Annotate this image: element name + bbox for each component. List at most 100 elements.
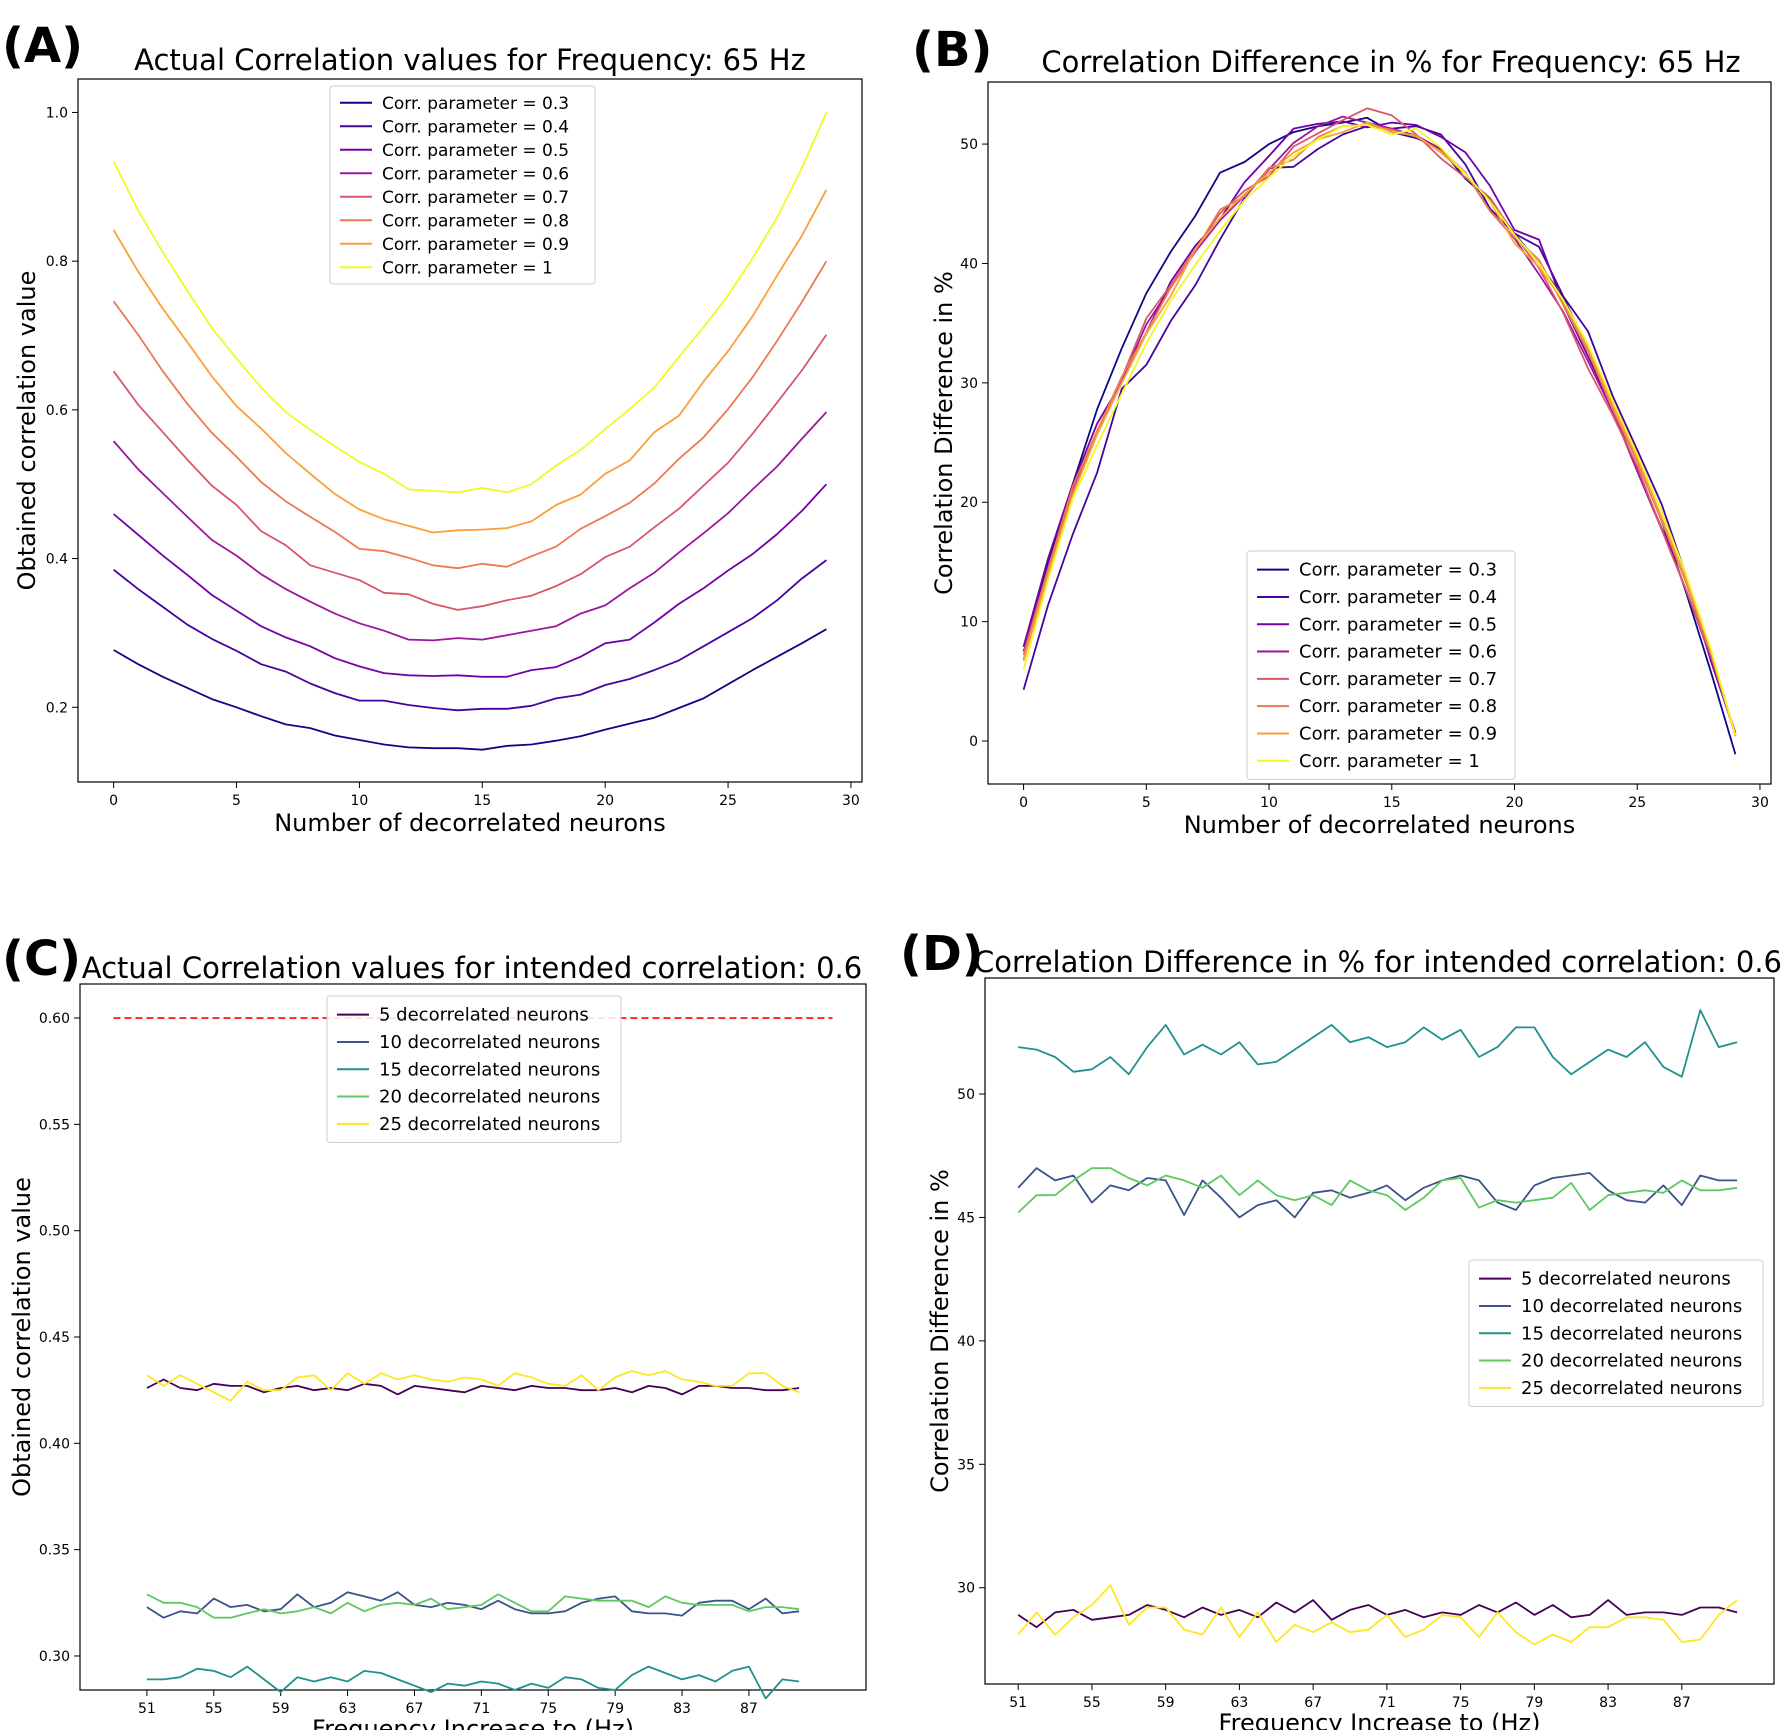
y-tick-label: 50 — [960, 137, 978, 153]
y-tick-label: 20 — [960, 495, 978, 511]
legend-entry: Corr. parameter = 0.8 — [382, 211, 569, 231]
y-tick-label: 40 — [960, 256, 978, 272]
legend-entry: Corr. parameter = 0.5 — [1299, 614, 1497, 635]
legend-box — [329, 85, 596, 285]
x-tick-label: 20 — [596, 793, 614, 809]
axes-frame — [77, 78, 863, 783]
legend-entry: 15 decorrelated neurons — [1521, 1323, 1742, 1344]
series-line-3 — [113, 483, 828, 678]
chart-title: Actual Correlation values for Frequency:… — [134, 43, 806, 77]
y-tick-label: 0.55 — [39, 1117, 70, 1133]
x-tick-label: 75 — [1452, 1695, 1470, 1711]
series-line-4 — [146, 1593, 800, 1619]
x-tick-label: 25 — [719, 793, 737, 809]
legend-entry: Corr. parameter = 0.8 — [1299, 696, 1497, 717]
x-tick-label: 20 — [1506, 795, 1524, 811]
series-line-5 — [112, 334, 828, 611]
legend-entry: Corr. parameter = 0.4 — [1299, 587, 1497, 608]
series-line-8 — [1022, 124, 1737, 736]
y-tick-label: 30 — [957, 1581, 975, 1597]
legend-entry: 25 decorrelated neurons — [1521, 1378, 1742, 1399]
y-tick-label: 40 — [957, 1334, 975, 1350]
y-axis-label: Obtained correlation value — [13, 271, 41, 591]
y-tick-label: 0.45 — [39, 1330, 70, 1346]
series-line-1 — [146, 1378, 800, 1396]
y-tick-label: 0.35 — [39, 1543, 70, 1559]
x-tick-label: 55 — [1083, 1695, 1101, 1711]
axes-frame — [984, 977, 1775, 1685]
x-tick-label: 5 — [232, 793, 241, 809]
x-tick-label: 10 — [1260, 795, 1278, 811]
chart-title: Correlation Difference in % for Frequenc… — [1041, 45, 1740, 79]
y-axis-label: Obtained correlation value — [8, 1177, 36, 1497]
y-tick-label: 50 — [957, 1087, 975, 1103]
x-tick-label: 30 — [842, 793, 860, 809]
y-tick-label: 0.2 — [46, 700, 68, 716]
legend-box — [326, 995, 622, 1143]
x-tick-label: 79 — [606, 1701, 624, 1717]
legend-entry: 15 decorrelated neurons — [379, 1059, 600, 1080]
y-tick-label: 0.6 — [46, 403, 68, 419]
legend-entry: Corr. parameter = 0.3 — [1299, 560, 1497, 581]
x-tick-label: 5 — [1142, 795, 1151, 811]
legend-entry: Corr. parameter = 0.5 — [382, 141, 569, 161]
legend: Corr. parameter = 0.3 Corr. parameter = 0… — [329, 85, 596, 285]
series-line-1 — [113, 628, 827, 751]
series-line-1 — [1017, 1599, 1738, 1629]
legend-entry: Corr. parameter = 0.7 — [1299, 669, 1497, 690]
x-tick-label: 30 — [1751, 795, 1769, 811]
x-tick-label: 79 — [1525, 1695, 1543, 1711]
legend-entry: 20 decorrelated neurons — [379, 1087, 600, 1108]
legend-entry: Corr. parameter = 0.4 — [382, 117, 569, 137]
x-axis-label: Frequency Increase to (Hz) — [1219, 1709, 1541, 1730]
y-tick-label: 0.60 — [39, 1011, 70, 1027]
legend-entry: 25 decorrelated neurons — [379, 1114, 600, 1135]
x-tick-label: 15 — [473, 793, 491, 809]
y-axis-label: Correlation Difference in % — [930, 271, 958, 595]
series-line-2 — [146, 1591, 800, 1619]
y-tick-label: 0 — [969, 734, 978, 750]
x-tick-label: 51 — [138, 1701, 156, 1717]
legend-entry: 10 decorrelated neurons — [1521, 1296, 1742, 1317]
y-axis-label: Correlation Difference in % — [926, 1169, 954, 1493]
legend-entry: Corr. parameter = 0.3 — [382, 94, 569, 114]
panel-label: (A) — [2, 18, 83, 74]
legend-entry: 10 decorrelated neurons — [379, 1032, 600, 1053]
y-tick-label: 10 — [960, 615, 978, 631]
x-tick-label: 63 — [1230, 1695, 1248, 1711]
series-line-2 — [113, 559, 827, 712]
x-tick-label: 87 — [740, 1701, 758, 1717]
x-axis-label: Number of decorrelated neurons — [274, 809, 666, 837]
series-line-3 — [1018, 1009, 1738, 1078]
y-tick-label: 1.0 — [46, 105, 68, 121]
series-line-4 — [112, 411, 828, 642]
y-tick-label: 0.50 — [39, 1224, 70, 1240]
legend-entry: 20 decorrelated neurons — [1521, 1351, 1742, 1372]
legend-entry: Corr. parameter = 0.6 — [1299, 642, 1497, 663]
x-tick-label: 83 — [1599, 1695, 1617, 1711]
series-line-3 — [146, 1665, 800, 1700]
legend-entry: Corr. parameter = 0.6 — [382, 164, 569, 184]
panel-c: (C) Actual Correlation values for intende… — [2, 931, 867, 1730]
legend-entry: 5 decorrelated neurons — [1521, 1269, 1731, 1290]
x-tick-label: 25 — [1628, 795, 1646, 811]
panel-label: (D) — [900, 926, 984, 982]
x-tick-label: 15 — [1383, 795, 1401, 811]
y-tick-label: 45 — [957, 1210, 975, 1226]
series-line-7 — [112, 189, 828, 534]
legend-entry: Corr. parameter = 1 — [382, 258, 553, 278]
panel-d: (D)Correlation Difference in % for inten… — [900, 926, 1782, 1730]
x-tick-label: 67 — [406, 1701, 424, 1717]
x-tick-label: 63 — [339, 1701, 357, 1717]
x-tick-label: 51 — [1009, 1695, 1027, 1711]
series-line-5 — [1017, 1584, 1738, 1646]
x-tick-label: 83 — [673, 1701, 691, 1717]
y-tick-label: 30 — [960, 376, 978, 392]
series-line-7 — [1022, 121, 1737, 737]
series-line-5 — [146, 1370, 800, 1402]
x-tick-label: 87 — [1673, 1695, 1691, 1711]
y-tick-label: 0.30 — [39, 1649, 70, 1665]
panel-label: (C) — [2, 931, 81, 987]
legend-entry: Corr. parameter = 1 — [1299, 751, 1480, 772]
